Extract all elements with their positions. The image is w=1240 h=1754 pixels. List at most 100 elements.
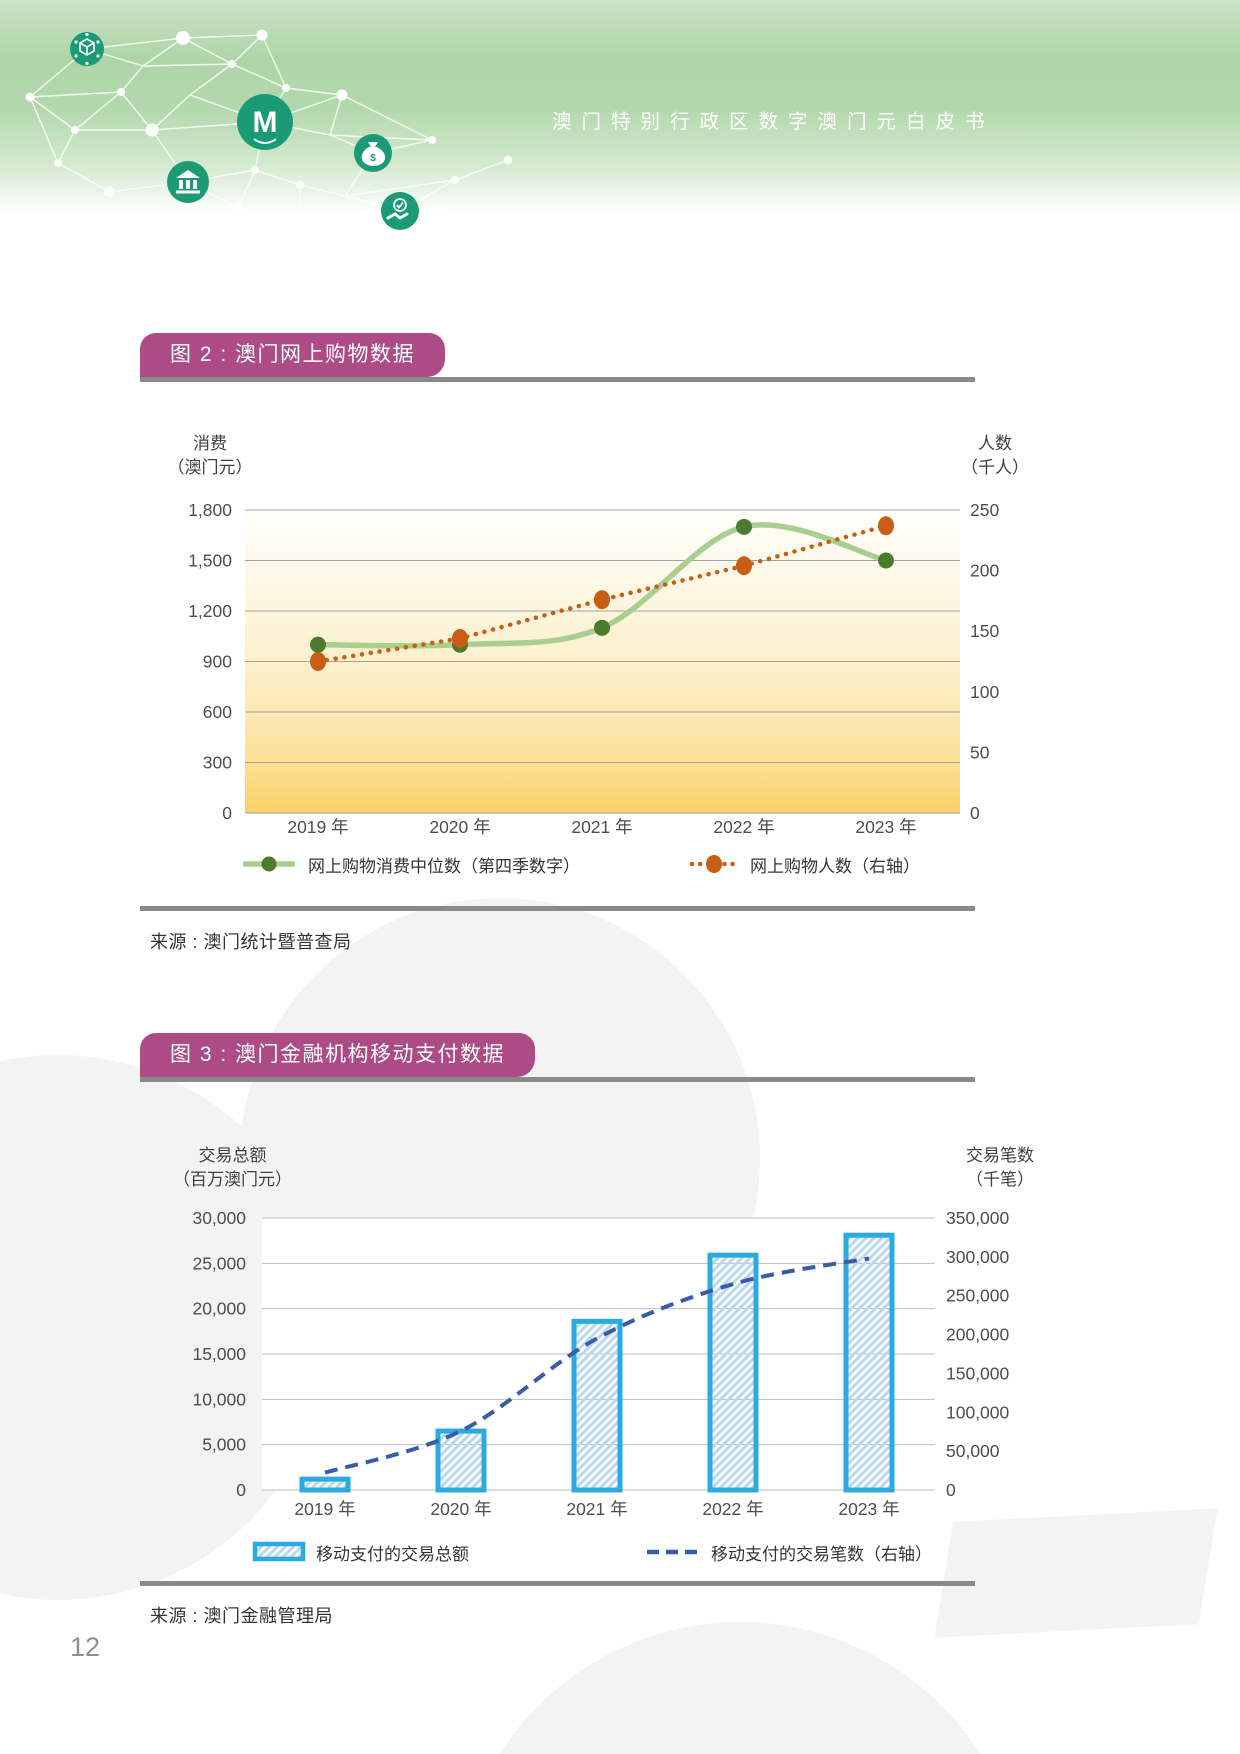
network-node bbox=[71, 126, 79, 134]
x-tick: 2022 年 bbox=[702, 1499, 763, 1519]
network-node bbox=[25, 92, 35, 102]
y-right-tick: 100 bbox=[970, 682, 999, 702]
figure3-caption-badge: 图 3 : 澳门金融机构移动支付数据 bbox=[140, 1033, 536, 1077]
y-right-tick: 50 bbox=[970, 742, 990, 762]
network-node bbox=[145, 123, 159, 137]
network-node bbox=[54, 159, 62, 167]
y-left-tick: 0 bbox=[236, 1480, 246, 1500]
network-node bbox=[282, 84, 290, 92]
blockchain-icon bbox=[70, 32, 104, 66]
x-tick: 2021 年 bbox=[571, 817, 632, 837]
y-left-tick: 600 bbox=[203, 702, 232, 722]
figure2-caption-badge: 图 2 : 澳门网上购物数据 bbox=[140, 333, 446, 377]
y-right-tick: 100,000 bbox=[946, 1402, 1010, 1422]
fig2-legend-item-consumption: 网上购物消费中位数（第四季数字） bbox=[240, 848, 580, 880]
x-tick: 2019 年 bbox=[294, 1499, 355, 1519]
y-left-tick: 900 bbox=[203, 652, 232, 672]
fig2-source: 来源 : 澳门统计暨普查局 bbox=[150, 932, 352, 952]
y-right-tick: 150,000 bbox=[946, 1363, 1010, 1383]
page-number: 12 bbox=[70, 1632, 101, 1662]
y-left-tick: 0 bbox=[222, 803, 232, 823]
bar-transaction-amount bbox=[707, 1252, 759, 1493]
y-right-tick: 0 bbox=[970, 803, 980, 823]
handshake-icon bbox=[381, 192, 419, 230]
fig3-legend-item-count: 移动支付的交易笔数（右轴） bbox=[645, 1536, 932, 1568]
network-node bbox=[117, 88, 125, 96]
network-node bbox=[504, 156, 512, 164]
network-node bbox=[228, 60, 236, 68]
bar-transaction-amount bbox=[299, 1476, 351, 1493]
y-left-tick: 10,000 bbox=[192, 1389, 246, 1409]
page-header: M $ 澳门特别行政区数字澳门元白皮书 bbox=[0, 0, 1240, 230]
network-node bbox=[296, 181, 304, 189]
y-left-tick: 5,000 bbox=[202, 1435, 246, 1455]
consumption-point bbox=[310, 636, 326, 653]
x-tick: 2021 年 bbox=[566, 1499, 627, 1519]
document-title: 澳门特别行政区数字澳门元白皮书 bbox=[552, 111, 995, 133]
watermark-arc-bottom bbox=[455, 1622, 1025, 1754]
shoppers-point bbox=[736, 556, 752, 576]
y-right-tick: 200,000 bbox=[946, 1325, 1010, 1345]
money-bag-icon: $ bbox=[354, 134, 392, 172]
fig2-right-axis-title: 人数 （千人） bbox=[961, 434, 1029, 477]
y-right-tick: 350,000 bbox=[946, 1208, 1010, 1228]
network-node bbox=[451, 176, 459, 184]
fig3-right-axis-title: 交易笔数 （千笔） bbox=[966, 1146, 1034, 1189]
y-right-tick: 250,000 bbox=[946, 1286, 1010, 1306]
svg-text:$: $ bbox=[370, 153, 376, 164]
y-left-tick: 20,000 bbox=[192, 1299, 246, 1319]
bar-transaction-amount bbox=[843, 1232, 895, 1493]
y-right-tick: 200 bbox=[970, 561, 999, 581]
consumption-point bbox=[878, 552, 894, 569]
y-left-tick: 1,500 bbox=[188, 551, 232, 571]
fig3-legend-item-amount: 移动支付的交易总额 bbox=[252, 1536, 469, 1568]
y-right-tick: 300,000 bbox=[946, 1247, 1010, 1267]
bank-icon bbox=[167, 161, 209, 203]
hatched-bar-marker-icon bbox=[252, 1541, 306, 1562]
consumption-point bbox=[736, 518, 752, 535]
y-left-tick: 30,000 bbox=[192, 1208, 246, 1228]
bar-transaction-amount bbox=[435, 1428, 487, 1493]
shoppers-point bbox=[310, 652, 326, 671]
consumption-point bbox=[594, 619, 610, 636]
x-tick: 2023 年 bbox=[838, 1499, 899, 1519]
fig3-source: 来源 : 澳门金融管理局 bbox=[150, 1606, 334, 1626]
fig2-left-axis-title: 消费 （澳门元） bbox=[167, 434, 253, 477]
y-left-tick: 15,000 bbox=[192, 1344, 246, 1364]
y-right-tick: 150 bbox=[970, 621, 999, 641]
fig3-bar-chart: 30,000 25,000 20,000 15,000 10,000 5,000 0 350,… bbox=[192, 1208, 1010, 1519]
shoppers-point bbox=[594, 590, 610, 610]
fig2-legend-item-shoppers: 网上购物人数（右轴） bbox=[688, 848, 920, 880]
x-tick: 2020 年 bbox=[429, 817, 490, 837]
y-left-tick: 300 bbox=[203, 753, 232, 773]
figure3-bottom-rule bbox=[140, 1581, 975, 1586]
network-node bbox=[251, 166, 259, 174]
network-node bbox=[336, 89, 348, 101]
network-node bbox=[234, 204, 242, 212]
macau-pataca-logo: M bbox=[237, 94, 293, 150]
shoppers-point bbox=[878, 516, 894, 536]
bar-transaction-amount bbox=[571, 1318, 623, 1493]
fig2-line-chart: 1,800 1,500 1,200 900 600 300 0 250 200 150 100 50 0… bbox=[188, 500, 999, 837]
network-node bbox=[105, 187, 115, 197]
fig2-legend: 网上购物消费中位数（第四季数字） 网上购物人数（右轴） bbox=[140, 848, 985, 880]
blue-dashed-marker-icon bbox=[647, 1549, 699, 1555]
y-left-tick: 1,800 bbox=[188, 500, 232, 520]
y-left-tick: 25,000 bbox=[192, 1253, 246, 1273]
figure2-bottom-rule bbox=[140, 906, 975, 911]
y-right-tick: 50,000 bbox=[946, 1441, 1000, 1461]
y-right-tick: 0 bbox=[946, 1480, 956, 1500]
series-shoppers-dotted-line bbox=[315, 523, 889, 664]
y-left-tick: 1,200 bbox=[188, 601, 232, 621]
x-tick: 2019 年 bbox=[287, 817, 348, 837]
network-node bbox=[256, 29, 268, 41]
x-tick: 2020 年 bbox=[430, 1499, 491, 1519]
svg-text:M: M bbox=[253, 106, 278, 139]
network-node bbox=[176, 31, 190, 45]
figure2-top-rule bbox=[140, 377, 975, 382]
x-tick: 2023 年 bbox=[855, 817, 916, 837]
orange-dotted-marker-icon bbox=[689, 855, 739, 873]
figure3-top-rule bbox=[140, 1077, 975, 1082]
network-node bbox=[428, 136, 436, 144]
